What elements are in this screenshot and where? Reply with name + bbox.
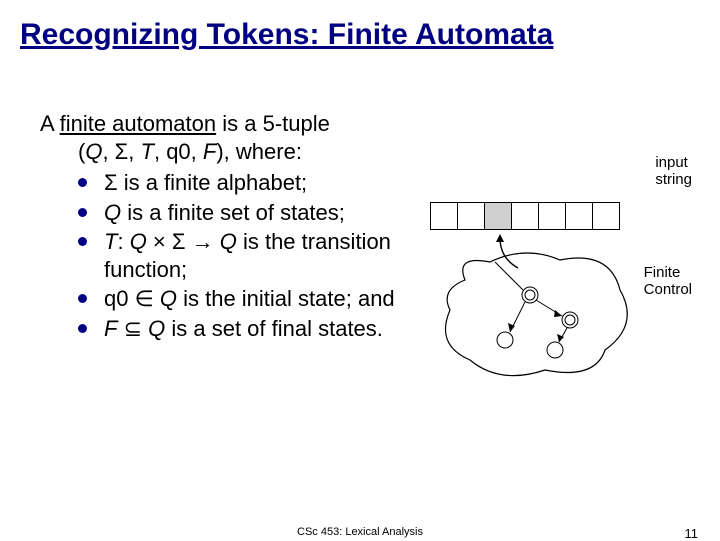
automaton-diagram: inputstring FiniteControl xyxy=(420,150,700,400)
intro-term: finite automaton xyxy=(60,111,217,136)
tape-cell xyxy=(565,202,593,230)
bullet-item: T: Q × Σ → Q is the transition function; xyxy=(78,228,400,283)
footer-center-text: CSc 453: Lexical Analysis xyxy=(297,526,423,538)
slide-number: 11 xyxy=(685,526,699,541)
intro-suffix: is a 5-tuple xyxy=(216,111,330,136)
tape-cell xyxy=(430,202,458,230)
tape-cell xyxy=(457,202,485,230)
input-string-label: inputstring xyxy=(655,155,692,188)
bullet-item: q0 ∈ Q is the initial state; and xyxy=(78,285,400,313)
tape-cell xyxy=(592,202,620,230)
tape-cell xyxy=(538,202,566,230)
bullet-list: Σ is a finite alphabet; Q is a finite se… xyxy=(78,169,400,342)
bullet-item: F ⊆ Q is a set of final states. xyxy=(78,315,400,343)
tape-cell xyxy=(511,202,539,230)
slide-title: Recognizing Tokens: Finite Automata xyxy=(0,0,720,54)
finite-control-label: FiniteControl xyxy=(644,265,692,298)
tape xyxy=(430,202,620,230)
body-content: A finite automaton is a 5-tuple (Q, Σ, T… xyxy=(40,110,400,344)
tape-cell-shaded xyxy=(484,202,512,230)
bullet-item: Σ is a finite alphabet; xyxy=(78,169,400,197)
finite-control-blob xyxy=(435,250,635,380)
intro-line-1: A finite automaton is a 5-tuple xyxy=(40,110,400,138)
intro-line-2: (Q, Σ, T, q0, F), where: xyxy=(40,138,400,166)
intro-prefix: A xyxy=(40,111,60,136)
bullet-item: Q is a finite set of states; xyxy=(78,199,400,227)
